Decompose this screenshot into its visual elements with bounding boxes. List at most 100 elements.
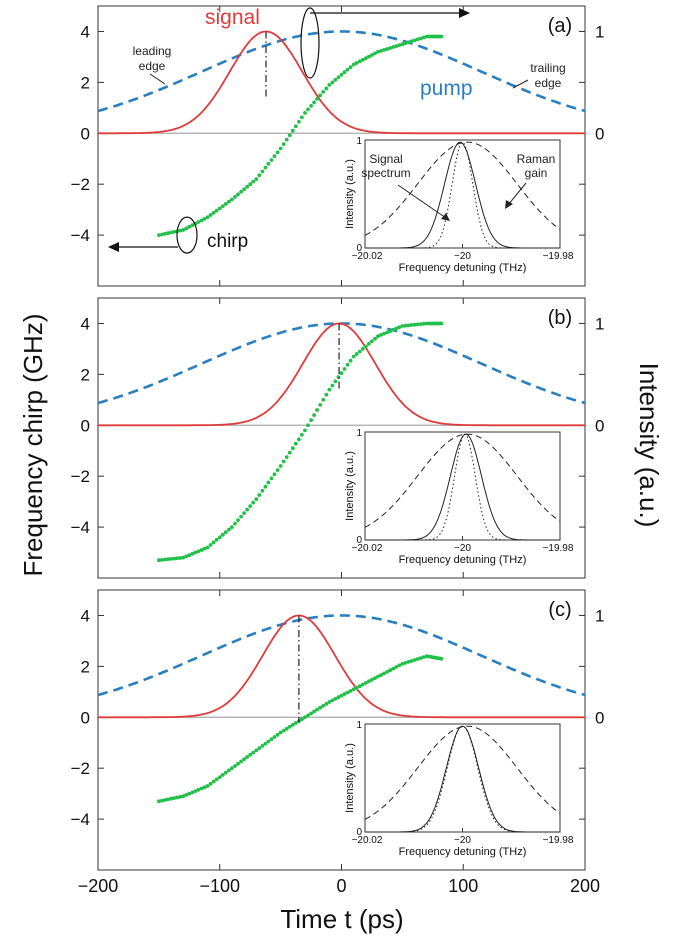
chirp-point bbox=[327, 83, 332, 87]
chirp-point bbox=[290, 723, 295, 727]
chirp-point bbox=[202, 217, 207, 221]
chirp-point bbox=[333, 379, 338, 384]
chirp-point bbox=[388, 668, 393, 673]
inset-y-tick-label: 1 bbox=[356, 136, 362, 147]
chirp-point bbox=[254, 748, 259, 753]
chirp-point bbox=[412, 322, 417, 327]
chirp-point bbox=[287, 450, 292, 455]
chirp-point bbox=[205, 545, 210, 550]
chirp-point bbox=[418, 656, 423, 660]
chirp-point bbox=[370, 53, 374, 57]
chirp-point bbox=[287, 724, 292, 729]
pump-label: pump bbox=[420, 77, 473, 100]
inset-x-tick-label: −19.98 bbox=[543, 251, 574, 262]
y-tick-label: −2 bbox=[71, 467, 90, 486]
chirp-point bbox=[208, 543, 213, 547]
chirp-point bbox=[333, 77, 338, 82]
chirp-point bbox=[318, 403, 323, 407]
chirp-point bbox=[373, 51, 377, 56]
chirp-point bbox=[251, 500, 256, 505]
intensity-ellipse bbox=[300, 7, 320, 79]
inset: −20.02 −20 −19.98 0 1 Frequency detuning (THz… bbox=[344, 720, 574, 858]
chirp-point bbox=[324, 392, 329, 397]
chirp-point bbox=[181, 555, 186, 560]
chirp-point bbox=[233, 764, 237, 768]
chirp-point bbox=[370, 339, 374, 344]
chirp-label: chirp bbox=[207, 231, 248, 252]
chirp-point bbox=[233, 521, 237, 526]
chirp-point bbox=[260, 488, 265, 493]
chirp-point bbox=[439, 34, 444, 39]
y-tick-label: 2 bbox=[81, 657, 90, 676]
chirp-point bbox=[184, 226, 189, 231]
chirp-point bbox=[418, 322, 423, 326]
chirp-point bbox=[230, 525, 234, 529]
chirp-point bbox=[397, 43, 402, 47]
signal-spectrum-pointer bbox=[397, 184, 447, 219]
x-axis-ticks: −200 −100 0 100 200 bbox=[78, 876, 600, 896]
chirp-point bbox=[257, 493, 262, 497]
inset-x-label: Frequency detuning (THz) bbox=[399, 846, 527, 858]
chirp-point bbox=[306, 713, 310, 718]
panel-label: (a) bbox=[548, 15, 572, 37]
inset-y-label: Intensity (a.u.) bbox=[344, 743, 356, 813]
chirp-point bbox=[230, 197, 234, 202]
chirp-point bbox=[306, 423, 310, 428]
chirp-point bbox=[309, 418, 313, 423]
chirp-point bbox=[172, 796, 177, 800]
signal-curve bbox=[98, 614, 585, 719]
chirp-point bbox=[290, 128, 295, 133]
chirp-point bbox=[266, 480, 271, 485]
inset-x-label: Frequency detuning (THz) bbox=[399, 554, 527, 566]
chirp-point bbox=[397, 663, 402, 668]
inset-x-tick-label: −20.02 bbox=[352, 543, 383, 554]
chirp-point bbox=[379, 333, 383, 337]
inset: −20.02 −20 −19.98 0 1 Frequency detuning (THz… bbox=[344, 428, 574, 566]
inset: −20.02 −20 −19.98 0 1 Frequency detuning (THz… bbox=[344, 136, 574, 274]
chirp-point bbox=[175, 795, 180, 800]
inset-y-tick-label: 0 bbox=[356, 535, 362, 546]
chirp-point bbox=[382, 671, 386, 676]
y-right-tick-label: 0 bbox=[595, 708, 604, 727]
chirp-point bbox=[339, 371, 344, 375]
chirp-point bbox=[199, 218, 204, 223]
inset-curve-dotted bbox=[365, 141, 560, 249]
chirp-point bbox=[351, 354, 356, 359]
chirp-point bbox=[360, 347, 365, 351]
chirp-point bbox=[184, 554, 189, 559]
y-tick-label: −2 bbox=[71, 175, 90, 194]
chirp-point bbox=[211, 540, 216, 545]
chirp-point bbox=[163, 557, 167, 562]
chirp-point bbox=[342, 70, 347, 75]
chirp-point bbox=[184, 793, 189, 797]
chirp-point bbox=[324, 702, 329, 706]
chirp-point bbox=[421, 321, 426, 326]
chirp-point bbox=[306, 107, 310, 112]
x-tick-label: 200 bbox=[570, 876, 600, 896]
chirp-point bbox=[196, 549, 201, 554]
chirp-arrowhead bbox=[108, 242, 119, 252]
chirp-point bbox=[163, 231, 167, 236]
pump-curve bbox=[97, 614, 586, 697]
inset-x-tick-label: −20 bbox=[454, 543, 471, 554]
chirp-point bbox=[172, 556, 177, 561]
chirp-point bbox=[205, 784, 210, 788]
chirp-point bbox=[354, 61, 359, 65]
chirp-point bbox=[400, 324, 405, 328]
y-tick-label: 0 bbox=[81, 708, 90, 727]
chirp-point bbox=[272, 154, 277, 159]
chirp-point bbox=[412, 658, 417, 662]
chirp-point bbox=[321, 397, 326, 402]
chirp-point bbox=[376, 49, 380, 54]
chirp-point bbox=[409, 39, 414, 44]
inset-frame bbox=[364, 723, 561, 833]
chirp-point bbox=[303, 428, 307, 433]
inset-frame bbox=[364, 139, 561, 249]
chirp-point bbox=[406, 40, 411, 45]
chirp-point bbox=[157, 233, 161, 238]
chirp-point bbox=[233, 195, 237, 199]
chirp-point bbox=[214, 777, 219, 782]
y-tick-label: 2 bbox=[81, 365, 90, 384]
chirp-point bbox=[373, 336, 377, 341]
